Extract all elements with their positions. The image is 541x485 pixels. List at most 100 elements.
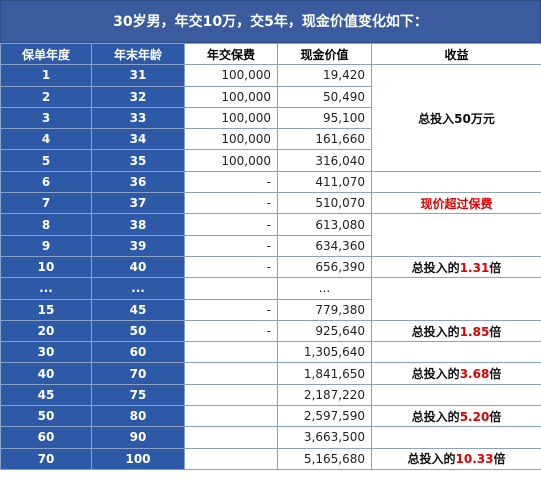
note-empty	[371, 341, 541, 364]
note-empty	[371, 383, 541, 407]
note-total-invest: 总投入50万元	[371, 64, 541, 172]
cell-year: 10	[0, 255, 92, 279]
cell-age: 60	[91, 341, 185, 364]
cell-premium	[184, 447, 278, 470]
cell-premium: 100,000	[184, 149, 278, 172]
note-multiplier: 10.33	[455, 452, 494, 467]
header-return: 收益	[371, 42, 541, 66]
cell-premium: 100,000	[184, 106, 278, 130]
note-suffix: 倍	[493, 452, 506, 467]
cell-age: 50	[91, 319, 185, 343]
table-row: 7 37 - 510,070 现价超过保费	[0, 192, 541, 215]
cell-year: 9	[0, 234, 92, 257]
cell-premium	[184, 426, 278, 449]
header-premium: 年交保费	[184, 42, 278, 66]
cell-age: 34	[91, 128, 185, 151]
cell-year: 45	[0, 383, 92, 407]
cell-premium: 100,000	[184, 128, 278, 151]
cell-cash-value: 316,040	[277, 149, 372, 172]
table-row: 70 100 5,165,680 总投入的10.33倍	[0, 447, 541, 470]
table-row: 10 40 - 656,390 总投入的1.31倍	[0, 255, 541, 279]
note-prefix: 总投入的	[411, 260, 460, 275]
note-suffix: 倍	[489, 409, 502, 424]
cell-premium	[184, 277, 278, 300]
cell-age: 90	[91, 426, 185, 449]
sheet-title: 30岁男，年交10万，交5年，现金价值变化如下：	[0, 0, 541, 43]
cell-cash-value: 634,360	[277, 234, 372, 257]
cell-premium: -	[184, 319, 278, 343]
cell-year: 6	[0, 170, 92, 194]
table-row: ... ... ...	[0, 277, 541, 321]
header-policy-year: 保单年度	[0, 42, 92, 66]
cell-cash-value: 925,640	[277, 319, 372, 343]
cell-age: 70	[91, 362, 185, 385]
header-age: 年末年龄	[91, 42, 185, 66]
cell-premium	[184, 341, 278, 364]
table-row: 15 45 - 779,380	[0, 298, 541, 321]
cell-age: 80	[91, 405, 185, 428]
table-row: 1 31 100,000 19,420 总投入50万元	[0, 64, 541, 172]
cell-cash-value: 411,070	[277, 170, 372, 194]
cell-premium: -	[184, 298, 278, 321]
note-prefix: 总投入的	[411, 367, 460, 382]
note-prefix: 总投入的	[411, 324, 460, 339]
cell-age: ...	[91, 277, 185, 300]
cell-premium: -	[184, 170, 278, 194]
cell-year: 7	[0, 192, 92, 215]
note-multiple-4: 总投入的5.20倍	[371, 405, 541, 428]
note-exceed-premium: 现价超过保费	[371, 192, 541, 215]
cell-cash-value: 613,080	[277, 213, 372, 236]
note-prefix: 总投入的	[407, 452, 456, 467]
note-suffix: 倍	[489, 367, 502, 382]
cell-premium: -	[184, 255, 278, 279]
cell-premium	[184, 362, 278, 385]
header-cash-value: 现金价值	[277, 42, 372, 66]
table-row: 8 38 - 613,080	[0, 213, 541, 257]
cell-year: 70	[0, 447, 92, 470]
table-row: 40 70 1,841,650 总投入的3.68倍	[0, 362, 541, 385]
cell-age: 100	[91, 447, 185, 470]
note-empty	[371, 277, 541, 321]
note-multiple-2: 总投入的1.85倍	[371, 319, 541, 343]
table-row: 50 80 2,597,590 总投入的5.20倍	[0, 405, 541, 428]
cell-cash-value: 510,070	[277, 192, 372, 215]
cell-year: 40	[0, 362, 92, 385]
cell-cash-value: 50,490	[277, 85, 372, 108]
note-empty	[371, 213, 541, 257]
cell-age: 36	[91, 170, 185, 194]
cell-cash-value: 5,165,680	[277, 447, 372, 470]
cell-age: 39	[91, 234, 185, 257]
note-multiplier: 5.20	[459, 409, 490, 424]
cell-cash-value: 2,597,590	[277, 405, 372, 428]
cell-year: 4	[0, 128, 92, 151]
cell-year: ...	[0, 277, 92, 300]
cell-age: 31	[91, 64, 185, 87]
note-multiple-3: 总投入的3.68倍	[371, 362, 541, 385]
cell-age: 32	[91, 85, 185, 108]
cash-value-table: 保单年度 年末年龄 年交保费 现金价值 收益 1 31 100,000 19,4…	[0, 42, 541, 470]
cell-premium: -	[184, 234, 278, 257]
cell-premium: 100,000	[184, 85, 278, 108]
cell-year: 3	[0, 106, 92, 130]
cell-year: 15	[0, 298, 92, 321]
cell-cash-value: 161,660	[277, 128, 372, 151]
note-multiplier: 3.68	[459, 367, 490, 382]
cell-premium	[184, 383, 278, 407]
note-suffix: 倍	[489, 324, 502, 339]
cell-year: 50	[0, 405, 92, 428]
cell-cash-value: 95,100	[277, 106, 372, 130]
note-multiple-5: 总投入的10.33倍	[371, 447, 541, 470]
cell-cash-value: 3,663,500	[277, 426, 372, 449]
note-suffix: 倍	[489, 260, 502, 275]
header-row: 保单年度 年末年龄 年交保费 现金价值 收益	[0, 42, 541, 66]
table-row: 60 90 3,663,500	[0, 426, 541, 449]
cell-cash-value: ...	[277, 277, 372, 300]
cell-year: 5	[0, 149, 92, 172]
cell-cash-value: 656,390	[277, 255, 372, 279]
cell-cash-value: 19,420	[277, 64, 372, 87]
table-row: 30 60 1,305,640	[0, 341, 541, 364]
note-empty	[371, 170, 541, 194]
cell-year: 8	[0, 213, 92, 236]
cell-year: 60	[0, 426, 92, 449]
